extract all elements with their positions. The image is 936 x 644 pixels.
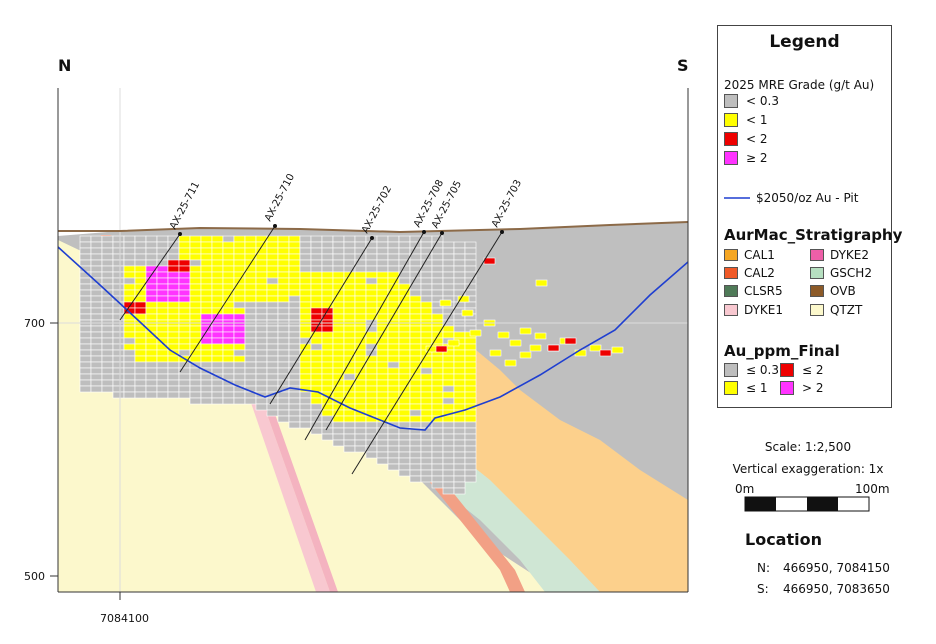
mre-swatch-2 (724, 113, 738, 127)
strat-swatch-2 (810, 249, 824, 261)
strat-swatch-5 (724, 285, 738, 297)
strat-item: OVB (810, 284, 856, 298)
scale-bar-end: 100m (855, 482, 890, 496)
mre-item: < 2 (724, 132, 768, 146)
strat-item: DYKE1 (724, 303, 783, 317)
location-south-value: 466950, 7083650 (783, 582, 890, 596)
au-swatch-1 (724, 363, 738, 377)
strat-swatch-6 (810, 285, 824, 297)
scale-text: Scale: 1:2,500 (718, 440, 898, 454)
au-ppm-title: Au_ppm_Final (724, 342, 840, 360)
pit-legend-item: $2050/oz Au - Pit (724, 191, 858, 205)
mre-grade-title: 2025 MRE Grade (g/t Au) (724, 78, 874, 92)
strat-item: CLSR5 (724, 284, 783, 298)
legend-panel: Legend 2025 MRE Grade (g/t Au) < 0.3 < 1… (717, 25, 892, 408)
strat-item: DYKE2 (810, 248, 869, 262)
mre-item: ≥ 2 (724, 151, 768, 165)
mre-item: < 0.3 (724, 94, 779, 108)
au-item: > 2 (780, 381, 824, 395)
pit-line-symbol (724, 193, 750, 203)
location-north-value: 466950, 7084150 (783, 561, 890, 575)
legend-title: Legend (718, 32, 891, 52)
au-swatch-2 (780, 363, 794, 377)
au-item: ≤ 1 (724, 381, 768, 395)
northing-label: 7084100 (100, 612, 149, 625)
north-label: N (58, 56, 71, 75)
vertical-exaggeration-text: Vertical exaggeration: 1x (718, 462, 898, 476)
drillhole-collar (273, 224, 277, 228)
mre-swatch-4 (724, 151, 738, 165)
strat-item: GSCH2 (810, 266, 872, 280)
strat-swatch-4 (810, 267, 824, 279)
strat-item: CAL2 (724, 266, 775, 280)
au-item: ≤ 2 (780, 363, 824, 377)
strat-swatch-8 (810, 304, 824, 316)
location-south-label: S: (757, 582, 769, 596)
elevation-label-500: 500 (24, 570, 45, 583)
drillhole-collar (422, 230, 426, 234)
south-label: S (677, 56, 689, 75)
mre-swatch-1 (724, 94, 738, 108)
au-swatch-4 (780, 381, 794, 395)
elevation-label-700: 700 (24, 317, 45, 330)
mre-swatch-3 (724, 132, 738, 146)
location-north-label: N: (757, 561, 770, 575)
strat-swatch-3 (724, 267, 738, 279)
scale-bar (744, 496, 870, 512)
au-item: ≤ 0.3 (724, 363, 779, 377)
strat-swatch-7 (724, 304, 738, 316)
scale-bar-start: 0m (735, 482, 754, 496)
location-title: Location (745, 530, 822, 549)
strat-item: QTZT (810, 303, 862, 317)
drillhole-collar (178, 232, 182, 236)
au-swatch-3 (724, 381, 738, 395)
drillhole-collar (500, 230, 504, 234)
strat-item: CAL1 (724, 248, 775, 262)
strat-swatch-1 (724, 249, 738, 261)
drillhole-collar (440, 231, 444, 235)
drillhole-collar (370, 236, 374, 240)
stratigraphy-title: AurMac_Stratigraphy (724, 226, 902, 244)
mre-item: < 1 (724, 113, 768, 127)
